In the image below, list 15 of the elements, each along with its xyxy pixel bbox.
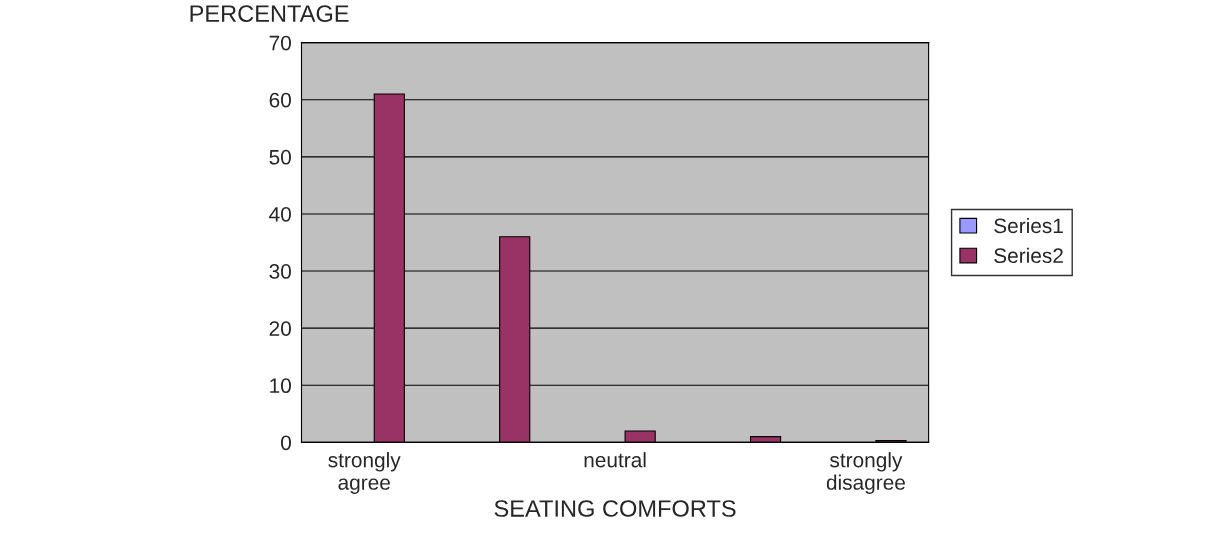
legend-label: Series1 (994, 217, 1063, 234)
legend-label: Series2 (994, 247, 1063, 264)
y-tick-label: 10 (270, 378, 291, 394)
y-tick-label: 20 (269, 321, 291, 336)
y-tick-label: 60 (269, 92, 291, 108)
y-tick-label: 40 (269, 206, 291, 222)
y-tick-label: 70 (269, 35, 291, 51)
y-tick-label: 0 (281, 435, 291, 451)
y-tick-label: 50 (269, 149, 291, 165)
x-tick-label: neutral (584, 452, 646, 468)
y-axis-title: PERCENTAGE (190, 5, 349, 22)
x-tick-label: strongly agree (328, 452, 401, 494)
x-axis-title: SEATING COMFORTS (494, 500, 736, 517)
x-tick-label: strongly disagree (826, 452, 905, 494)
y-tick-label: 30 (269, 264, 291, 279)
